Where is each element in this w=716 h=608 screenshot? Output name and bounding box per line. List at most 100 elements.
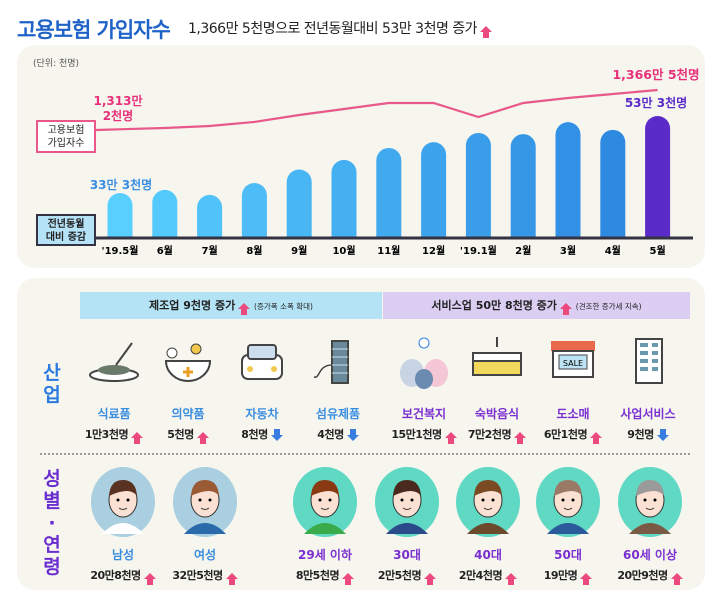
demographic-name: 남성: [111, 548, 135, 562]
demographic-item: 여성 32만5천명: [165, 466, 245, 585]
food-bowl-icon: [89, 342, 139, 382]
bar-end-label: 53만 3천명: [624, 96, 688, 110]
industry-name: 섬유제품: [315, 407, 361, 421]
demographic-change: 19만명: [543, 569, 578, 582]
industry-value: 8천명: [222, 426, 302, 442]
x-tick-label: 10월: [332, 245, 355, 257]
industry-name: 도소매: [556, 407, 590, 421]
up-arrow-icon: [342, 573, 355, 585]
up-arrow-icon: [196, 432, 209, 444]
up-arrow-icon: [670, 573, 683, 585]
industry-item: 섬유제품 4천명: [298, 335, 378, 442]
industry-item: SALE 도소매 6만1천명: [533, 335, 613, 444]
industry-change: 9천명: [627, 428, 654, 441]
industry-item: 보건복지 15만1천명: [384, 335, 464, 444]
industry-item: 식료품 1만3천명: [74, 335, 154, 444]
demographic-item: 29세 이하 8만5천명: [285, 466, 365, 585]
bar: [465, 132, 491, 238]
x-tick-label: '19.1월: [460, 245, 497, 257]
demographic-name: 30대: [393, 548, 421, 562]
person-avatar: [618, 467, 682, 537]
bed-icon: [472, 337, 522, 376]
line-start-label-1: 1,313만: [93, 94, 143, 108]
thread-spool-icon: [313, 340, 349, 384]
shop-icon: SALE: [551, 341, 595, 378]
up-arrow-icon: [514, 432, 527, 444]
industry-change: 8천명: [241, 428, 268, 441]
bar-legend-2: 대비 증감: [45, 232, 87, 243]
x-tick-label: 2월: [515, 245, 531, 257]
up-arrow-icon: [580, 573, 593, 585]
bar: [600, 129, 626, 238]
demographic-change: 20만8천명: [90, 569, 141, 582]
down-arrow-icon: [270, 429, 283, 441]
services-note: (견조한 증가세 지속): [575, 302, 642, 311]
person-avatar: [375, 467, 439, 537]
demographic-name: 50대: [554, 548, 582, 562]
line-start-label-2: 2천명: [102, 109, 134, 123]
person-avatar: [456, 467, 520, 537]
demographic-value: 2만4천명: [448, 567, 528, 585]
up-arrow-icon: [505, 573, 518, 585]
mortar-pill-icon: [164, 343, 212, 382]
demographic-name: 여성: [193, 548, 217, 562]
industry-change: 15만1천명: [391, 428, 442, 441]
demographic-name: 29세 이하: [298, 548, 352, 562]
bar: [645, 116, 671, 238]
bar: [197, 194, 223, 238]
up-arrow-icon: [143, 573, 156, 585]
industry-name: 보건복지: [401, 407, 447, 421]
industry-value: 9천명: [608, 426, 688, 442]
demographic-item: 40대 2만4천명: [448, 466, 528, 585]
family-health-icon: [400, 337, 448, 389]
industry-section-label: 산업: [43, 362, 61, 406]
person-avatar: [536, 467, 600, 537]
x-tick-label: 3월: [560, 245, 576, 257]
person-avatar: [293, 467, 357, 537]
industry-item: 사업서비스 9천명: [608, 335, 688, 442]
demographic-value: 20만8천명: [83, 567, 163, 585]
demographic-value: 19만명: [528, 567, 608, 585]
up-arrow-icon: [238, 303, 251, 315]
car-icon: [241, 344, 283, 380]
demographic-value: 32만5천명: [165, 567, 245, 585]
subtitle-text: 1,366만 5천명으로 전년동월대비 53만 3천명 증가: [188, 21, 478, 37]
bar: [286, 169, 312, 238]
industry-name: 숙박음식: [474, 407, 520, 421]
industry-change: 7만2천명: [467, 428, 512, 441]
up-arrow-icon: [590, 432, 603, 444]
up-arrow-icon: [225, 573, 238, 585]
demographic-change: 8만5천명: [295, 569, 340, 582]
up-arrow-icon: [424, 573, 437, 585]
person-avatar: [173, 467, 237, 537]
bar: [152, 189, 178, 238]
industry-change: 1만3천명: [84, 428, 129, 441]
chart-svg: '19.5월 6월 7월 8월 9월 10월 11월 12월 '19.1월 2월 3월 4월 5월: [95, 88, 693, 257]
line-legend-2: 가입자수: [47, 138, 85, 149]
industry-item: 자동차 8천명: [222, 335, 302, 442]
industry-change: 5천명: [167, 428, 194, 441]
unit-note: (단위: 천명): [33, 59, 80, 69]
x-tick-label: '19.5월: [102, 245, 139, 257]
demographic-item: 남성 20만8천명: [83, 466, 163, 585]
manufacturing-note: (증가폭 소폭 확대): [254, 302, 313, 311]
demographic-change: 20만9천명: [617, 569, 668, 582]
x-tick-label: 5월: [650, 245, 666, 257]
up-arrow-icon: [444, 432, 457, 444]
bar: [555, 122, 581, 238]
industry-value: 5천명: [148, 426, 228, 444]
label-gender: 성별: [43, 468, 61, 512]
demographic-name: 40대: [474, 548, 502, 562]
demographic-item: 60세 이상 20만9천명: [610, 466, 690, 585]
x-tick-label: 6월: [157, 245, 173, 257]
line-legend-1: 고용보험: [47, 125, 85, 136]
industry-value: 4천명: [298, 426, 378, 442]
sale-sign: SALE: [563, 359, 583, 368]
label-dot: ·: [48, 512, 56, 534]
x-tick-label: 4월: [605, 245, 621, 257]
demographic-change: 2만5천명: [377, 569, 422, 582]
industry-value: 15만1천명: [384, 426, 464, 444]
industry-value: 7만2천명: [457, 426, 537, 444]
demographic-value: 2만5천명: [367, 567, 447, 585]
